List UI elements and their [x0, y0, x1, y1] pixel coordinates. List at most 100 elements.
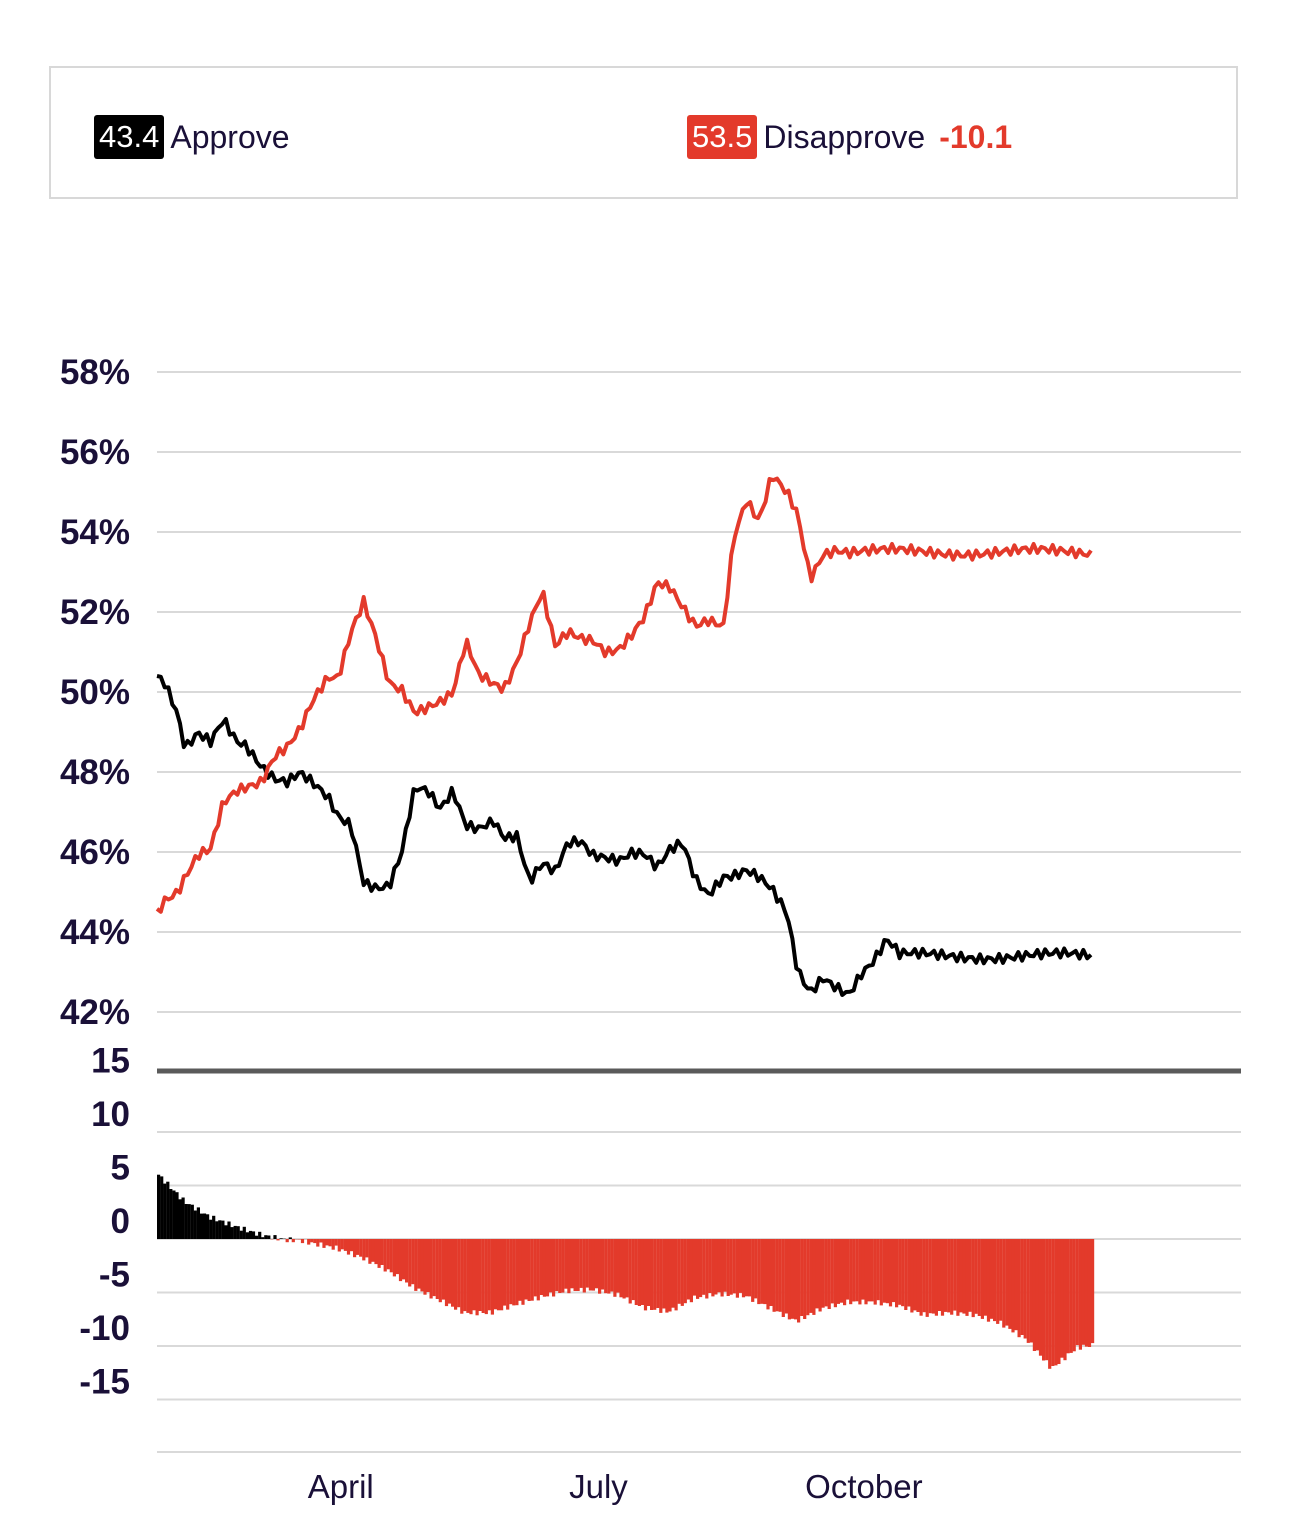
- net-bar: [962, 1239, 966, 1314]
- net-bar: [671, 1239, 675, 1308]
- net-bar: [426, 1239, 430, 1292]
- ytick-pct-56: 56%: [60, 433, 130, 472]
- net-bar: [1060, 1239, 1064, 1358]
- net-bar: [1057, 1239, 1061, 1364]
- net-bar: [647, 1239, 651, 1306]
- net-bar: [772, 1239, 776, 1312]
- net-bar: [402, 1239, 406, 1280]
- net-bar: [604, 1239, 608, 1294]
- net-bar: [686, 1239, 690, 1300]
- net-bar: [821, 1239, 825, 1308]
- net-bar: [567, 1239, 571, 1294]
- net-bar: [307, 1239, 311, 1245]
- net-bar: [1075, 1239, 1079, 1346]
- net-approval-value: -10.1: [939, 118, 1013, 155]
- net-bar: [974, 1239, 978, 1314]
- net-bar: [849, 1239, 853, 1305]
- net-bar: [683, 1239, 687, 1304]
- approve-value-badge: 43.4: [94, 115, 165, 159]
- net-bar: [337, 1239, 341, 1252]
- net-bar: [212, 1215, 216, 1239]
- net-bar: [487, 1239, 491, 1311]
- ytick-net-10: 10: [91, 1095, 130, 1134]
- net-bar: [601, 1239, 605, 1290]
- net-bar: [374, 1239, 378, 1265]
- net-bar: [643, 1239, 648, 1311]
- net-bar: [239, 1230, 243, 1239]
- net-bar: [1029, 1239, 1033, 1343]
- net-bar: [861, 1239, 865, 1300]
- net-bar: [790, 1239, 795, 1319]
- net-bar: [340, 1239, 344, 1250]
- net-bar: [1051, 1239, 1055, 1366]
- net-bar: [1069, 1239, 1073, 1353]
- net-bar: [665, 1239, 669, 1313]
- net-bar: [628, 1239, 632, 1304]
- net-bar: [206, 1214, 210, 1239]
- net-bar: [423, 1239, 427, 1295]
- net-bar: [319, 1239, 323, 1243]
- net-bar: [380, 1239, 384, 1265]
- net-bar: [411, 1239, 415, 1285]
- net-bar: [300, 1239, 305, 1244]
- net-bar: [989, 1239, 994, 1319]
- net-bar: [365, 1239, 369, 1258]
- net-bar: [631, 1239, 635, 1301]
- net-bar: [950, 1239, 954, 1315]
- net-bar: [919, 1239, 923, 1316]
- series-line-approve: [156, 674, 1093, 997]
- net-bar: [846, 1239, 850, 1300]
- net-bar: [552, 1239, 556, 1297]
- net-bar: [1020, 1239, 1024, 1335]
- net-bar: [349, 1239, 354, 1252]
- net-bar: [754, 1239, 758, 1299]
- net-bar: [539, 1239, 543, 1295]
- net-bar: [242, 1226, 246, 1239]
- net-bar: [895, 1239, 899, 1308]
- net-bar: [1042, 1239, 1046, 1361]
- net-bar: [787, 1239, 791, 1320]
- net-bar: [276, 1239, 280, 1241]
- ytick-pct-54: 54%: [60, 513, 130, 552]
- net-bar: [833, 1239, 837, 1308]
- net-bar: [656, 1239, 660, 1308]
- net-bar: [291, 1239, 295, 1243]
- net-bar: [1078, 1239, 1082, 1350]
- net-bar: [809, 1239, 813, 1313]
- net-bar: [1032, 1239, 1036, 1351]
- net-bar: [1005, 1239, 1009, 1326]
- net-bar: [637, 1239, 641, 1306]
- legend-box: 43.4 Approve 53.5 Disapprove -10.1: [49, 66, 1238, 199]
- net-bar: [907, 1239, 911, 1307]
- net-bar: [944, 1239, 948, 1312]
- net-bar: [781, 1239, 785, 1317]
- net-bar: [175, 1192, 179, 1239]
- xtick-july: July: [569, 1468, 628, 1505]
- net-bar: [830, 1239, 834, 1304]
- net-bar: [751, 1239, 755, 1302]
- net-bar: [328, 1239, 332, 1247]
- net-bar: [993, 1239, 997, 1322]
- net-bar: [432, 1239, 436, 1297]
- net-bar: [711, 1239, 715, 1297]
- net-bar: [285, 1239, 289, 1243]
- net-bar: [934, 1239, 938, 1316]
- net-bar: [190, 1204, 194, 1239]
- ytick-pct-42: 42%: [60, 993, 130, 1032]
- net-bar: [852, 1239, 856, 1302]
- net-bar: [184, 1204, 188, 1239]
- net-bar: [726, 1239, 730, 1296]
- net-bar: [760, 1239, 764, 1304]
- net-bar: [968, 1239, 972, 1312]
- net-bar: [797, 1239, 801, 1323]
- ytick-pct-50: 50%: [60, 673, 130, 712]
- net-bar: [980, 1239, 984, 1319]
- net-bar: [368, 1239, 372, 1264]
- net-bar: [977, 1239, 981, 1316]
- net-bar: [794, 1239, 798, 1320]
- net-bar: [441, 1239, 445, 1300]
- net-bar: [858, 1239, 862, 1305]
- net-bar: [855, 1239, 859, 1302]
- net-bar: [956, 1239, 960, 1316]
- net-bar: [607, 1239, 611, 1294]
